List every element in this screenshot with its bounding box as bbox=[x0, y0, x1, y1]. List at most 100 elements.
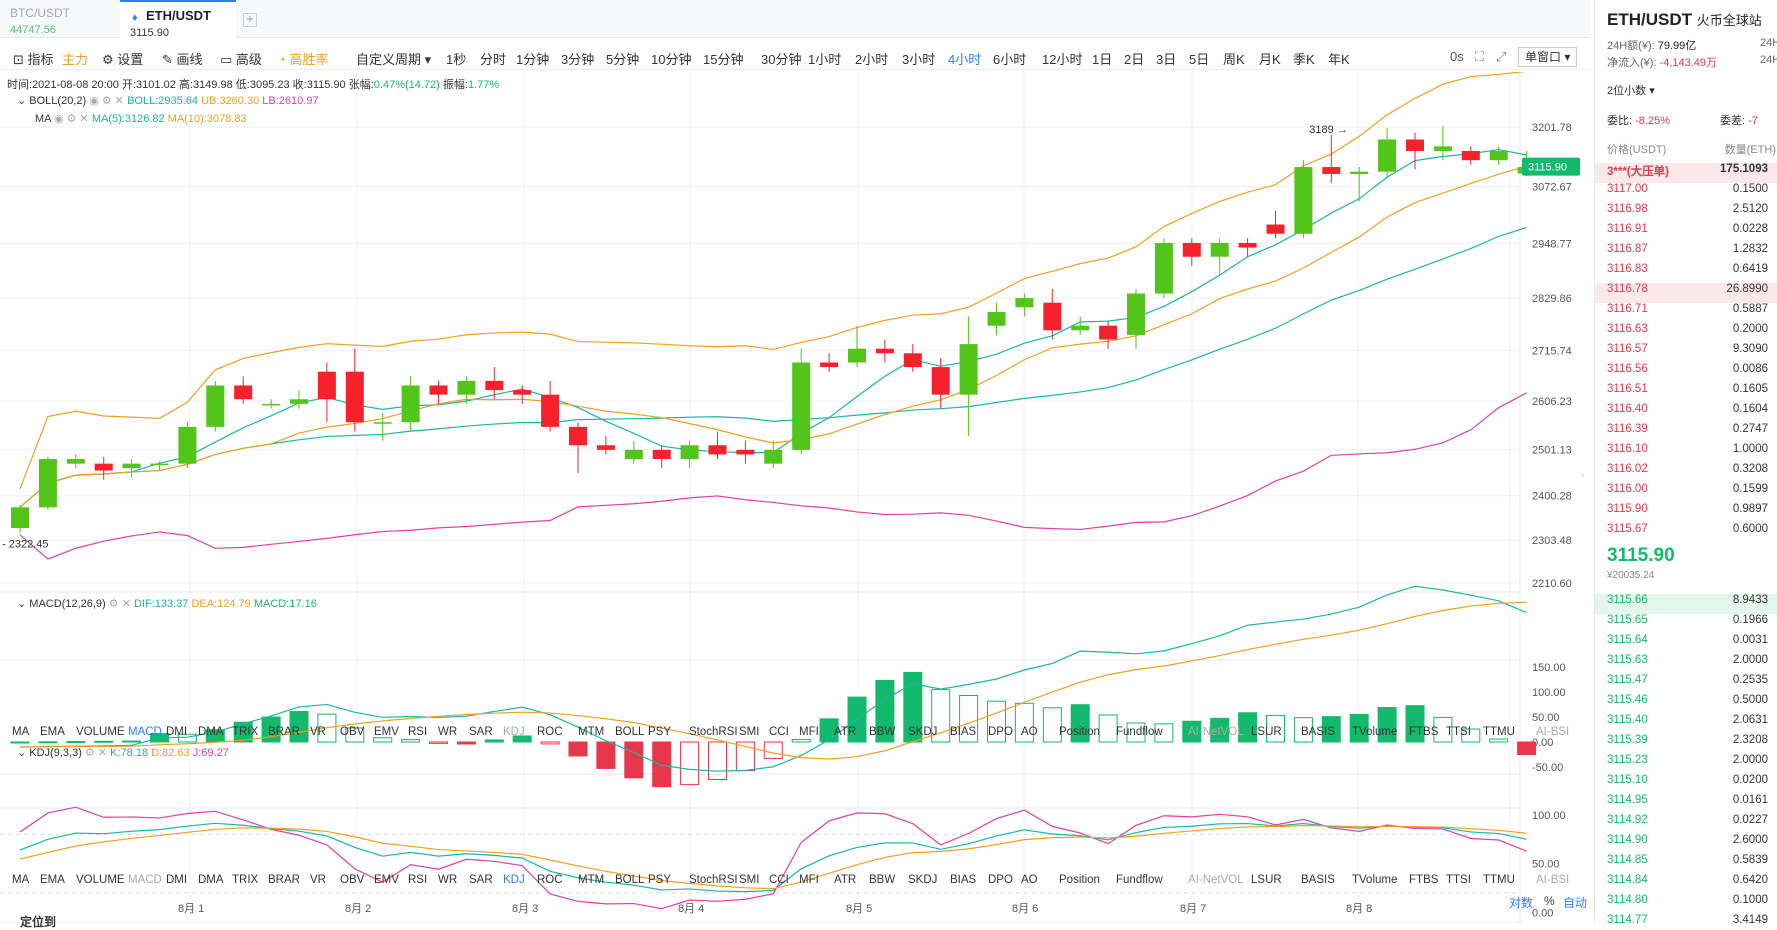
period-5[interactable]: 10分钟 bbox=[651, 52, 692, 67]
gear-icon[interactable]: ⚙ bbox=[63, 113, 77, 125]
winrate-button[interactable]: ◔ 高胜率 bbox=[278, 49, 328, 67]
indicator-tab-wr[interactable]: WR bbox=[438, 874, 458, 886]
ask-row[interactable]: 3115.90 0.9897 bbox=[1595, 503, 1777, 523]
indicator-tab-boll[interactable]: BOLL bbox=[615, 874, 645, 886]
indicator-tab-brar[interactable]: BRAR bbox=[268, 726, 300, 738]
close-icon[interactable]: ✕ bbox=[94, 747, 111, 759]
chevron-down-icon[interactable]: ⌄ bbox=[17, 598, 30, 610]
ask-row[interactable]: 3116.10 1.0000 bbox=[1595, 443, 1777, 463]
indicator-tab-fundflow[interactable]: Fundflow bbox=[1116, 726, 1163, 738]
indicator-tab-dmi[interactable]: DMI bbox=[166, 726, 188, 738]
indicator-tab-ttsi[interactable]: TTSI bbox=[1446, 874, 1471, 886]
indicator-tab-ttmu[interactable]: TTMU bbox=[1483, 726, 1515, 738]
advanced-button[interactable]: ▭ 高级 bbox=[220, 49, 262, 67]
indicator-tab-ai-bsi[interactable]: AI-BSI bbox=[1536, 874, 1570, 886]
ask-row[interactable]: 3116.71 0.5887 bbox=[1595, 303, 1777, 323]
bid-row[interactable]: 3114.95 0.0161 bbox=[1595, 794, 1777, 814]
fullscreen-icon[interactable]: ⛶ bbox=[1475, 49, 1485, 64]
indicator-tab-ao[interactable]: AO bbox=[1021, 874, 1038, 886]
period-17[interactable]: 5日 bbox=[1189, 52, 1210, 67]
indicator-tab-ema[interactable]: EMA bbox=[40, 726, 65, 738]
bid-row[interactable]: 3115.39 2.3208 bbox=[1595, 734, 1777, 754]
eye-icon[interactable]: ◉ bbox=[89, 95, 99, 107]
ask-row[interactable]: 3115.67 0.6000 bbox=[1595, 523, 1777, 543]
indicator-tab-atr[interactable]: ATR bbox=[834, 726, 857, 738]
main-button[interactable]: 主力 bbox=[62, 52, 89, 67]
ask-row[interactable]: 3116.87 1.2832 bbox=[1595, 243, 1777, 263]
indicator-tab-smi[interactable]: SMI bbox=[739, 874, 760, 886]
indicator-tab-ma[interactable]: MA bbox=[12, 874, 30, 886]
indicator-tab-mtm[interactable]: MTM bbox=[578, 726, 605, 738]
indicator-tab-obv[interactable]: OBV bbox=[340, 726, 365, 738]
indicator-tab-ma[interactable]: MA bbox=[12, 726, 30, 738]
kline-chart[interactable]: 3201.78 3072.67 2948.77 2829.86 2715.74 2606.… bbox=[0, 72, 1585, 923]
indicator-tab-fundflow[interactable]: Fundflow bbox=[1116, 874, 1163, 886]
add-tab-icon[interactable]: + bbox=[243, 13, 257, 27]
indicator-tab-dpo[interactable]: DPO bbox=[988, 726, 1013, 738]
period-21[interactable]: 年K bbox=[1328, 52, 1350, 67]
indicator-tab-tvolume[interactable]: TVolume bbox=[1352, 874, 1398, 886]
settings-button[interactable]: ⚙ 设置 bbox=[102, 49, 143, 67]
indicator-tab-roc[interactable]: ROC bbox=[537, 726, 563, 738]
indicator-tab-psy[interactable]: PSY bbox=[648, 874, 672, 886]
period-13[interactable]: 12小时 bbox=[1042, 52, 1083, 67]
indicator-tab-ai-netvol[interactable]: AI-NetVOL bbox=[1188, 726, 1244, 738]
period-1[interactable]: 分时 bbox=[480, 52, 507, 67]
gear-icon[interactable]: ⚙ bbox=[98, 95, 112, 107]
ask-row[interactable]: 3***(大压单) 175.1093 bbox=[1595, 163, 1777, 183]
period-3[interactable]: 3分钟 bbox=[561, 52, 595, 67]
locate-to-label[interactable]: 定位到 bbox=[20, 915, 57, 929]
gear-icon[interactable]: ⚙ bbox=[84, 747, 95, 759]
ask-row[interactable]: 3116.98 2.5120 bbox=[1595, 203, 1777, 223]
indicator-tab-dma[interactable]: DMA bbox=[198, 726, 224, 738]
period-19[interactable]: 月K bbox=[1259, 52, 1281, 67]
indicator-tab-rsi[interactable]: RSI bbox=[408, 726, 428, 738]
period-14[interactable]: 1日 bbox=[1092, 52, 1113, 67]
ask-row[interactable]: 3117.00 0.1500 bbox=[1595, 183, 1777, 203]
ask-row[interactable]: 3116.56 0.0086 bbox=[1595, 363, 1777, 383]
period-0[interactable]: 1秒 bbox=[446, 52, 467, 67]
bid-row[interactable]: 3114.77 3.4149 bbox=[1595, 914, 1777, 923]
indicator-tab-rsi[interactable]: RSI bbox=[408, 874, 428, 886]
panel-collapse-icon[interactable]: › bbox=[1581, 470, 1585, 481]
ask-row[interactable]: 3116.00 0.1599 bbox=[1595, 483, 1777, 503]
indicator-tab-trix[interactable]: TRIX bbox=[232, 726, 259, 738]
indicator-tab-vr[interactable]: VR bbox=[310, 874, 326, 886]
indicator-tab-obv[interactable]: OBV bbox=[340, 874, 365, 886]
bid-row[interactable]: 3115.40 2.0631 bbox=[1595, 714, 1777, 734]
bid-row[interactable]: 3115.10 0.0200 bbox=[1595, 774, 1777, 794]
period-15[interactable]: 2日 bbox=[1124, 52, 1145, 67]
bid-row[interactable]: 3115.47 0.2535 bbox=[1595, 674, 1777, 694]
indicator-button[interactable]: ⊡ 指标 bbox=[13, 49, 54, 67]
indicator-tab-ema[interactable]: EMA bbox=[40, 874, 65, 886]
bid-row[interactable]: 3115.66 8.9433 bbox=[1595, 594, 1777, 614]
indicator-tab-ao[interactable]: AO bbox=[1021, 726, 1038, 738]
indicator-tab-dmi[interactable]: DMI bbox=[166, 874, 188, 886]
indicator-tab-mtm[interactable]: MTM bbox=[578, 874, 605, 886]
indicator-tab-macd[interactable]: MACD bbox=[128, 726, 162, 738]
indicator-tab-skdj[interactable]: SKDJ bbox=[908, 726, 938, 738]
close-icon[interactable]: ✕ bbox=[76, 113, 92, 125]
bid-row[interactable]: 3115.23 2.0000 bbox=[1595, 754, 1777, 774]
indicator-tab-stochrsi[interactable]: StochRSI bbox=[689, 874, 738, 886]
bid-row[interactable]: 3114.80 0.1000 bbox=[1595, 894, 1777, 914]
screenshot-icon[interactable]: ⤢ bbox=[1496, 49, 1507, 64]
window-mode-dropdown[interactable]: 单窗口 ▾ bbox=[1518, 47, 1578, 67]
custom-period-dropdown[interactable]: 自定义周期 ▾ bbox=[356, 49, 431, 67]
indicator-tab-roc[interactable]: ROC bbox=[537, 874, 563, 886]
bid-row[interactable]: 3115.65 0.1966 bbox=[1595, 614, 1777, 634]
ask-row[interactable]: 3116.51 0.1605 bbox=[1595, 383, 1777, 403]
tab-eth-usdt[interactable]: ♦ ETH/USDT 3115.90 bbox=[120, 0, 236, 39]
indicator-tab-boll[interactable]: BOLL bbox=[615, 726, 645, 738]
ask-row[interactable]: 3116.02 0.3208 bbox=[1595, 463, 1777, 483]
draw-button[interactable]: ✎ 画线 bbox=[162, 49, 203, 67]
indicator-tab-bbw[interactable]: BBW bbox=[869, 726, 896, 738]
indicator-tab-tvolume[interactable]: TVolume bbox=[1352, 726, 1398, 738]
period-6[interactable]: 15分钟 bbox=[703, 52, 744, 67]
indicator-tab-sar[interactable]: SAR bbox=[469, 874, 493, 886]
ask-row[interactable]: 3116.83 0.6419 bbox=[1595, 263, 1777, 283]
indicator-tab-ftbs[interactable]: FTBS bbox=[1409, 874, 1439, 886]
tab-btc-usdt[interactable]: BTC/USDT 44747.56 bbox=[0, 0, 115, 38]
indicator-tab-bias[interactable]: BIAS bbox=[950, 726, 977, 738]
ask-row[interactable]: 3116.57 9.3090 bbox=[1595, 343, 1777, 363]
